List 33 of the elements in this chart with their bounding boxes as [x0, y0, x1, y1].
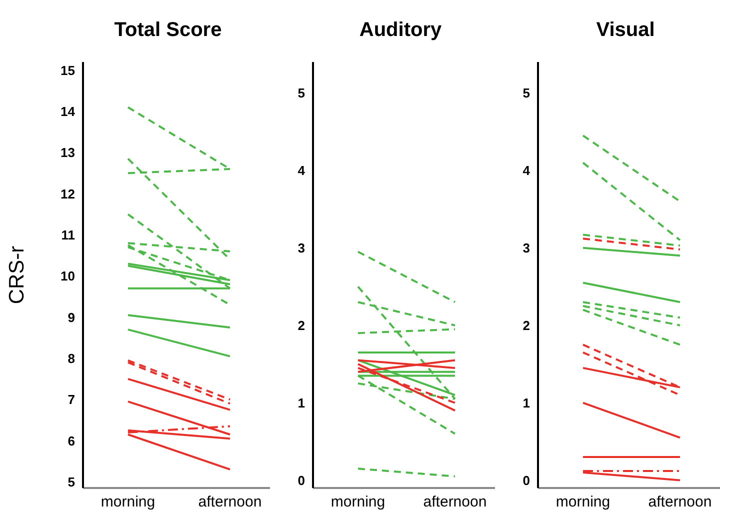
y-tick-label: 5 [68, 474, 75, 490]
y-tick-label: 3 [298, 240, 305, 256]
y-tick-label: 15 [60, 62, 75, 78]
x-tick-label: afternoon [648, 494, 712, 511]
x-tick-label: morning [330, 494, 386, 511]
chart-title: Total Score [113, 18, 223, 43]
y-tick-label: 14 [60, 104, 76, 120]
y-tick-label: 7 [68, 392, 75, 408]
y-tick-label: 4 [298, 163, 306, 178]
chart-title: Visual [595, 18, 656, 43]
x-tick-label: morning [556, 494, 610, 511]
x-tick-label: afternoon [198, 494, 262, 511]
x-tick-label: afternoon [423, 494, 487, 511]
y-tick-label: 1 [522, 395, 530, 410]
y-tick-label: 2 [298, 318, 305, 333]
y-tick-label: 3 [522, 240, 530, 256]
y-tick-label: 4 [522, 163, 531, 178]
y-tick-label: 2 [522, 318, 530, 333]
y-tick-label: 0 [522, 472, 530, 488]
chart-title: Auditory [358, 18, 443, 43]
y-tick-label: 8 [68, 350, 75, 366]
y-axis-title: CRS-r [5, 246, 28, 304]
x-tick-label: morning [100, 494, 156, 511]
y-tick-label: 12 [60, 186, 75, 202]
y-tick-label: 5 [522, 86, 530, 101]
y-tick-label: 10 [60, 268, 75, 284]
y-tick-label: 0 [298, 472, 305, 488]
y-tick-label: 9 [68, 310, 75, 325]
y-tick-label: 5 [298, 86, 305, 101]
y-tick-label: 1 [298, 395, 305, 410]
y-tick-label: 11 [61, 227, 75, 242]
y-tick-label: 13 [60, 145, 75, 160]
y-tick-label: 6 [68, 433, 75, 448]
